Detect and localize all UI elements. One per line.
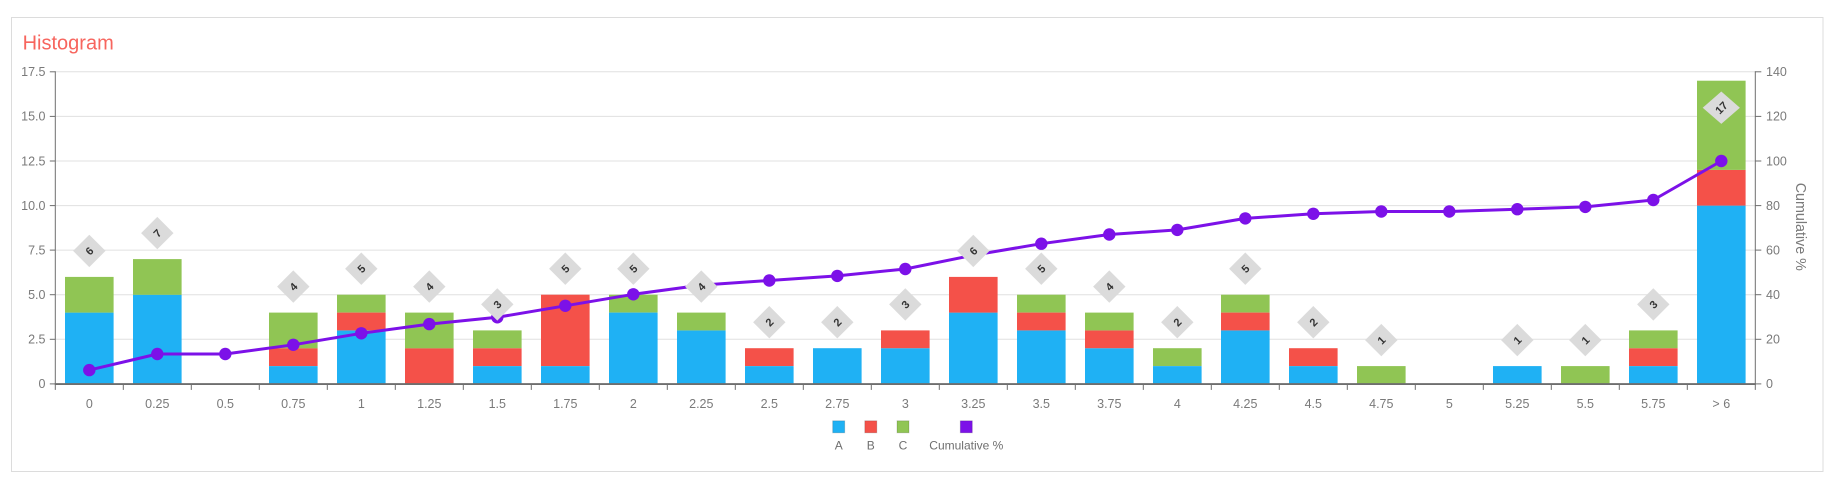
svg-text:Cumulative %: Cumulative %: [929, 439, 1003, 453]
svg-text:3: 3: [902, 397, 909, 411]
svg-text:2.5: 2.5: [28, 333, 45, 347]
svg-text:1.75: 1.75: [553, 397, 577, 411]
svg-text:17.5: 17.5: [21, 65, 45, 79]
svg-text:> 6: > 6: [1712, 397, 1730, 411]
svg-text:4: 4: [1174, 397, 1181, 411]
svg-text:4.25: 4.25: [1233, 397, 1257, 411]
svg-text:120: 120: [1766, 110, 1787, 124]
svg-text:60: 60: [1766, 243, 1780, 257]
svg-text:0.5: 0.5: [217, 397, 234, 411]
svg-text:C: C: [899, 439, 908, 453]
svg-text:15.0: 15.0: [21, 110, 45, 124]
svg-text:A: A: [835, 439, 843, 453]
svg-text:0.75: 0.75: [281, 397, 305, 411]
svg-text:B: B: [867, 439, 875, 453]
svg-text:100: 100: [1766, 154, 1787, 168]
svg-text:2.25: 2.25: [689, 397, 713, 411]
svg-text:10.0: 10.0: [21, 199, 45, 213]
svg-text:1.25: 1.25: [417, 397, 441, 411]
svg-text:0.25: 0.25: [145, 397, 169, 411]
svg-text:2.75: 2.75: [825, 397, 849, 411]
svg-text:12.5: 12.5: [21, 154, 45, 168]
svg-text:2.5: 2.5: [761, 397, 778, 411]
svg-text:3.25: 3.25: [961, 397, 985, 411]
svg-text:4.5: 4.5: [1305, 397, 1322, 411]
svg-text:40: 40: [1766, 288, 1780, 302]
svg-text:0: 0: [86, 397, 93, 411]
svg-text:5: 5: [1446, 397, 1453, 411]
svg-text:5.5: 5.5: [1577, 397, 1594, 411]
svg-text:4.75: 4.75: [1369, 397, 1393, 411]
svg-text:3.5: 3.5: [1033, 397, 1050, 411]
svg-text:20: 20: [1766, 333, 1780, 347]
svg-text:Cumulative %: Cumulative %: [1792, 183, 1808, 271]
svg-text:5.0: 5.0: [28, 288, 45, 302]
svg-text:5.25: 5.25: [1505, 397, 1529, 411]
svg-text:Histogram: Histogram: [23, 33, 114, 55]
svg-text:80: 80: [1766, 199, 1780, 213]
svg-text:5.75: 5.75: [1641, 397, 1665, 411]
svg-text:140: 140: [1766, 65, 1787, 79]
svg-text:1.5: 1.5: [489, 397, 506, 411]
svg-text:0: 0: [39, 377, 46, 391]
svg-text:7.5: 7.5: [28, 243, 45, 257]
svg-text:1: 1: [358, 397, 365, 411]
svg-text:0: 0: [1766, 377, 1773, 391]
svg-text:3.75: 3.75: [1097, 397, 1121, 411]
svg-text:2: 2: [630, 397, 637, 411]
